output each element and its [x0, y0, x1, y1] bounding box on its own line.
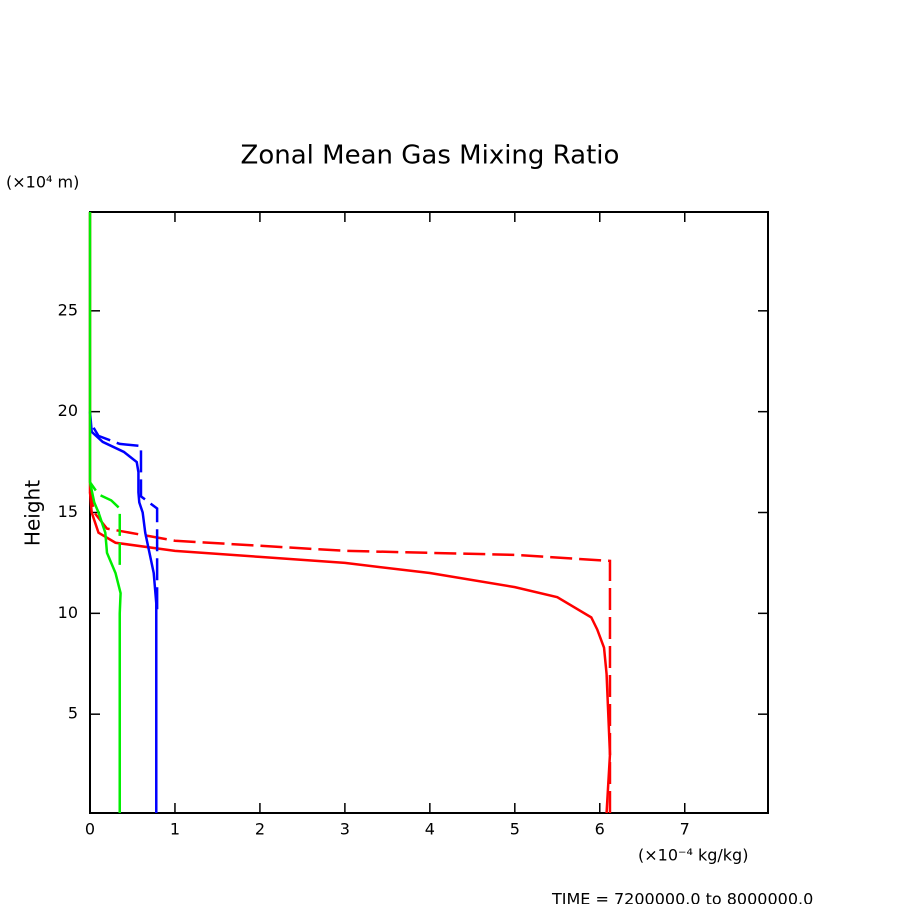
profile-line: [88, 481, 121, 565]
x-tick-label: 2: [255, 820, 265, 839]
profile-line: [88, 492, 612, 813]
y-tick-label: 5: [68, 704, 78, 723]
y-tick-label: 20: [58, 401, 78, 420]
x-tick-label: 6: [595, 820, 605, 839]
y-tick-label: 15: [58, 502, 78, 521]
profile-line: [88, 212, 122, 813]
x-tick-label: 1: [170, 820, 180, 839]
y-unit: (×10⁴ m): [6, 173, 79, 192]
y-tick-label: 25: [58, 300, 78, 319]
y-axis-label: Height: [21, 480, 45, 546]
profile-line: [88, 411, 158, 813]
profile-line: [88, 421, 159, 610]
profile-line: [88, 212, 612, 814]
x-tick-label: 4: [425, 820, 435, 839]
x-tick-label: 5: [510, 820, 520, 839]
x-tick-label: 7: [680, 820, 690, 839]
x-tick-label: 3: [340, 820, 350, 839]
plot-frame: [89, 211, 769, 814]
x-unit: (×10⁻⁴ kg/kg): [638, 846, 748, 865]
footer: TIME = 7200000.0 to 8000000.0: [551, 890, 813, 904]
y-tick-label: 10: [58, 603, 78, 622]
chart-title: Zonal Mean Gas Mixing Ratio: [241, 141, 620, 171]
x-tick-label: 0: [85, 820, 95, 839]
